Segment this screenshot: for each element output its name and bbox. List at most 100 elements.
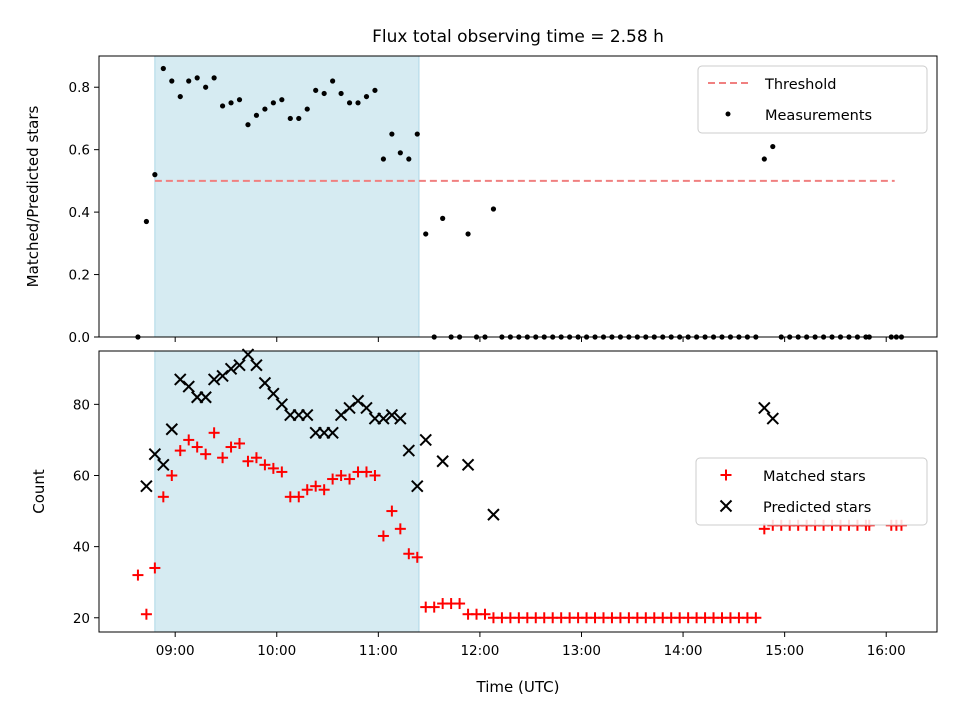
measurement-point xyxy=(414,131,420,137)
measurement-point xyxy=(372,87,378,93)
legend-predicted-label: Predicted stars xyxy=(763,500,871,516)
predicted-star-point xyxy=(182,380,195,393)
y-tick-label: 60 xyxy=(73,468,90,484)
measurement-point xyxy=(262,106,268,112)
measurement-point xyxy=(253,112,260,118)
ratio-y-axis-label: Matched/Predicted stars xyxy=(24,106,42,288)
measurement-point xyxy=(211,75,217,81)
ratio-plot-frame xyxy=(98,55,938,338)
measurement-point xyxy=(245,122,251,128)
predicted-star-point xyxy=(140,479,153,493)
measurement-point xyxy=(304,106,310,112)
y-tick-label: 20 xyxy=(73,611,90,627)
measurement-point xyxy=(355,100,361,106)
x-tick-label: 14:00 xyxy=(664,643,703,659)
matched-star-point xyxy=(360,466,372,478)
legend-threshold-label: Threshold xyxy=(764,77,836,93)
matched-star-point xyxy=(174,445,186,457)
matched-star-point xyxy=(310,480,322,492)
matched-star-point xyxy=(318,484,330,496)
measurement-point xyxy=(219,103,226,109)
predicted-star-point xyxy=(385,408,399,422)
measurement-point xyxy=(440,215,446,221)
y-tick-label: 80 xyxy=(73,397,90,413)
matched-star-point xyxy=(200,448,212,460)
matched-star-point xyxy=(149,562,161,574)
chart-title: Flux total observing time = 2.58 h xyxy=(372,27,664,47)
legend-measurements-label: Measurements xyxy=(765,108,872,124)
measurement-point xyxy=(490,206,497,212)
predicted-star-point xyxy=(148,447,162,461)
measurement-point xyxy=(380,156,387,162)
observing-window-shade xyxy=(154,56,419,337)
matched-star-point xyxy=(411,551,423,563)
matched-star-point xyxy=(140,608,152,620)
measurement-point xyxy=(465,231,471,237)
ratio-legend: Threshold Measurements xyxy=(697,65,928,134)
matched-star-point xyxy=(250,452,262,464)
legend-measurement-swatch xyxy=(725,111,731,117)
measurement-point xyxy=(423,231,429,237)
measurement-point xyxy=(152,172,158,178)
measurement-point xyxy=(389,131,395,137)
matched-star-point xyxy=(335,469,347,481)
predicted-star-point xyxy=(487,508,500,521)
predicted-star-point xyxy=(326,426,339,440)
x-tick-label: 15:00 xyxy=(765,643,804,659)
matched-star-point xyxy=(403,548,415,560)
predicted-star-point xyxy=(275,398,289,411)
matched-star-point xyxy=(166,469,178,481)
measurement-point xyxy=(321,90,327,97)
measurement-point xyxy=(313,87,319,93)
measurement-point xyxy=(338,90,344,97)
y-tick-label: 0.4 xyxy=(69,205,90,221)
legend-plus-marker xyxy=(720,469,732,481)
measurement-point xyxy=(143,218,150,225)
matched-star-point xyxy=(293,491,305,503)
predicted-star-point xyxy=(250,359,263,372)
count-x-ticks: 09:00 10:00 11:00 12:00 13:00 14:00 15:00 16:00 xyxy=(156,632,906,659)
ratio-y-ticks: 0.0 0.2 0.4 0.6 0.8 xyxy=(69,80,99,346)
x-tick-label: 11:00 xyxy=(359,643,398,659)
predicted-star-point xyxy=(233,359,246,372)
measurement-point xyxy=(177,93,183,100)
ratio-legend-box xyxy=(697,65,928,134)
count-y-ticks: 20 40 60 80 xyxy=(73,397,99,627)
measurement-point xyxy=(169,78,175,84)
matched-star-point xyxy=(369,469,381,481)
matched-star-point xyxy=(454,598,466,610)
count-plot-frame xyxy=(98,350,938,633)
measurement-point xyxy=(287,115,293,122)
matched-star-point xyxy=(479,608,491,620)
count-points xyxy=(132,348,907,624)
measurement-point xyxy=(160,65,166,72)
matched-star-point xyxy=(157,491,169,503)
x-tick-label: 16:00 xyxy=(867,643,906,659)
x-tick-label: 10:00 xyxy=(257,643,296,659)
measurement-point xyxy=(236,97,243,103)
y-tick-label: 0.0 xyxy=(69,330,90,346)
matched-star-point xyxy=(301,484,313,496)
y-tick-label: 0.6 xyxy=(69,143,90,159)
predicted-star-point xyxy=(199,391,212,404)
measurement-point xyxy=(194,75,200,81)
matched-star-point xyxy=(394,523,406,535)
count-y-axis-label: Count xyxy=(30,469,48,514)
matched-star-point xyxy=(234,437,246,449)
predicted-star-point xyxy=(207,373,221,386)
y-tick-label: 0.2 xyxy=(69,268,90,284)
legend-cross-marker xyxy=(719,499,733,513)
legend-matched-label: Matched stars xyxy=(763,469,866,485)
matched-star-point xyxy=(428,601,440,613)
predicted-star-point xyxy=(165,423,179,436)
matched-star-point xyxy=(242,455,254,467)
matched-star-point xyxy=(208,427,220,439)
measurement-point xyxy=(296,115,302,122)
count-legend-box xyxy=(695,457,928,526)
ratio-x-ticks xyxy=(174,337,887,342)
predicted-star-point xyxy=(267,387,280,400)
matched-star-point xyxy=(327,473,339,485)
predicted-star-point xyxy=(258,376,272,390)
matched-star-point xyxy=(191,441,203,453)
